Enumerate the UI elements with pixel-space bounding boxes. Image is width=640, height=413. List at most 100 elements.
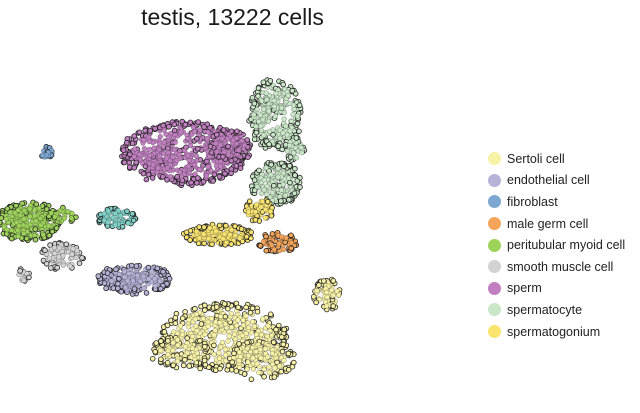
legend: Sertoli cell endothelial cell fibroblast ma… xyxy=(488,148,625,342)
series-peritubular-myoid-cell xyxy=(0,199,79,244)
cell-point xyxy=(192,171,198,177)
legend-item: fibroblast xyxy=(488,191,625,213)
cell-point xyxy=(225,136,231,142)
cell-point xyxy=(191,129,198,135)
cell-point xyxy=(320,278,327,284)
cell-point xyxy=(278,368,285,375)
cell-point xyxy=(145,171,152,178)
cell-point xyxy=(201,124,207,130)
cell-point xyxy=(262,206,269,213)
cell-point xyxy=(261,373,267,380)
cell-point xyxy=(258,123,264,129)
cell-point xyxy=(251,136,258,143)
cell-point xyxy=(119,224,126,230)
cell-point xyxy=(164,359,171,366)
cell-point xyxy=(205,164,211,170)
cell-point xyxy=(228,227,235,233)
cell-point xyxy=(136,152,142,158)
cell-point xyxy=(175,358,181,364)
cell-point xyxy=(43,206,50,212)
cell-point xyxy=(76,260,83,267)
cell-point xyxy=(27,206,33,212)
series-male-germ-cell xyxy=(256,230,300,255)
cell-point xyxy=(280,81,287,88)
cell-point xyxy=(243,313,249,319)
cell-point xyxy=(56,245,63,251)
cell-point xyxy=(254,106,260,112)
cell-point xyxy=(245,359,251,365)
cell-point xyxy=(234,141,240,147)
cell-point xyxy=(166,124,172,130)
cell-point xyxy=(202,307,208,313)
cell-point xyxy=(196,235,202,241)
cell-point xyxy=(184,335,191,341)
cell-point xyxy=(232,232,238,238)
cell-point xyxy=(202,331,208,338)
legend-swatch xyxy=(488,325,501,339)
cell-point xyxy=(183,229,190,236)
cell-point xyxy=(335,292,342,298)
cell-point xyxy=(267,78,274,84)
cell-point xyxy=(137,278,143,284)
series-Sertoli-cell xyxy=(149,276,343,383)
cell-point xyxy=(216,173,223,180)
cell-point xyxy=(103,285,109,292)
cell-point xyxy=(289,363,296,370)
cell-point xyxy=(246,353,252,359)
cell-point xyxy=(95,273,102,279)
cell-point xyxy=(201,224,207,230)
cell-point xyxy=(279,234,285,240)
cell-point xyxy=(261,177,267,183)
cell-point xyxy=(194,180,200,186)
cell-point xyxy=(207,124,213,131)
cell-point xyxy=(264,199,271,205)
cell-point xyxy=(231,350,237,357)
legend-item: sperm xyxy=(488,278,625,300)
cell-point xyxy=(259,198,265,204)
cell-point xyxy=(264,97,270,103)
cell-point xyxy=(250,345,256,351)
cell-point xyxy=(228,158,235,164)
cell-point xyxy=(59,248,65,255)
cell-point xyxy=(280,341,287,348)
cell-point xyxy=(238,226,245,232)
cell-point xyxy=(140,170,147,177)
cell-point xyxy=(101,211,107,217)
cell-point xyxy=(257,242,264,249)
cell-point xyxy=(15,227,21,233)
cell-point xyxy=(160,150,167,156)
cell-point xyxy=(43,260,50,267)
cell-point xyxy=(237,165,244,171)
cell-point xyxy=(115,280,121,287)
cell-point xyxy=(130,217,137,224)
cell-point xyxy=(222,313,229,320)
cell-point xyxy=(278,334,285,340)
cell-point xyxy=(287,179,293,186)
cell-point xyxy=(274,359,280,366)
cell-point xyxy=(69,210,75,216)
cell-point xyxy=(194,135,200,142)
cell-point xyxy=(254,361,260,367)
cell-point xyxy=(316,282,322,288)
cell-point xyxy=(170,154,176,160)
cell-point xyxy=(234,135,240,141)
series-spermatocyte xyxy=(246,77,308,207)
cell-point xyxy=(155,165,161,171)
legend-swatch xyxy=(488,195,501,209)
cell-point xyxy=(277,135,283,141)
legend-swatch xyxy=(488,303,501,317)
cell-point xyxy=(292,91,299,97)
cell-point xyxy=(291,102,297,108)
cell-point xyxy=(256,167,262,174)
cell-point xyxy=(197,167,203,173)
cell-point xyxy=(272,365,278,371)
cell-point xyxy=(213,304,220,310)
cell-point xyxy=(284,148,290,154)
cell-point xyxy=(269,242,275,248)
cell-point xyxy=(140,137,147,143)
cell-point xyxy=(32,213,38,219)
cell-point xyxy=(0,210,1,216)
cell-point xyxy=(330,278,337,284)
cell-point xyxy=(56,254,62,260)
cell-point xyxy=(240,317,246,323)
